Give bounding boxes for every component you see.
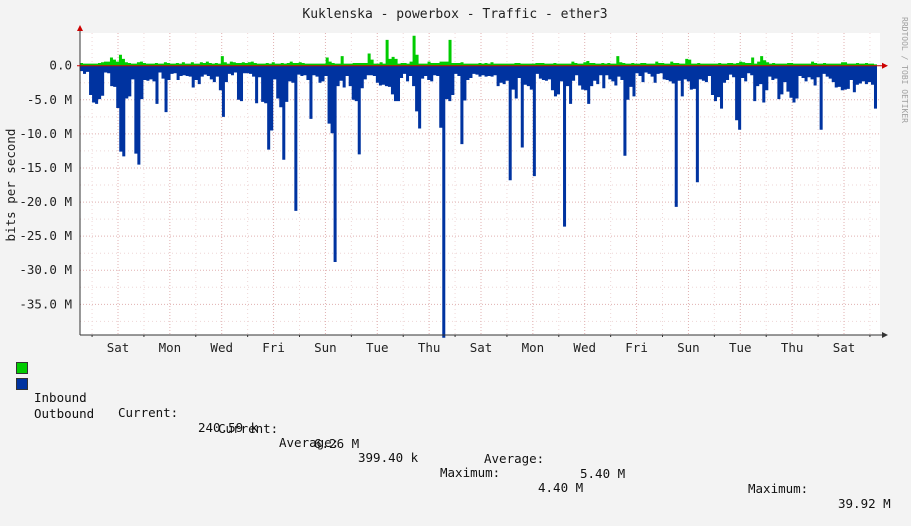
x-tick-label: Wed <box>210 340 233 355</box>
legend-inbound-maximum-value: 4.40 M <box>538 480 584 495</box>
chart-title: Kuklenska - powerbox - Traffic - ether3 <box>302 7 607 22</box>
y-tick-label: -35.0 M <box>19 296 72 311</box>
x-tick-label: Mon <box>159 340 182 355</box>
x-tick-label: Thu <box>418 340 441 355</box>
legend-row-inbound: Inbound Current: 240.59 k Average: 399.4… <box>16 360 583 495</box>
y-tick-label: -20.0 M <box>19 194 72 209</box>
x-tick-label: Sat <box>470 340 493 355</box>
legend-row-outbound: Outbound Current: 6.26 M Average: 5.40 M… <box>16 376 891 511</box>
y-tick-label: -10.0 M <box>19 126 72 141</box>
x-axis-arrow-bottom <box>882 332 888 338</box>
outbound-swatch <box>16 378 28 390</box>
y-tick-label: -30.0 M <box>19 262 72 277</box>
legend-outbound-current-value: 6.26 M <box>314 436 360 451</box>
x-tick-label: Sat <box>107 340 130 355</box>
x-tick-label: Thu <box>781 340 804 355</box>
x-tick-label: Sun <box>677 340 700 355</box>
x-tick-label: Mon <box>522 340 545 355</box>
rrd-graph: Kuklenska - powerbox - Traffic - ether3 … <box>0 7 911 511</box>
x-tick-label: Sat <box>833 340 856 355</box>
legend-inbound-current-label: Current: <box>118 405 179 420</box>
plot-area <box>80 33 880 335</box>
x-tick-label: Tue <box>366 340 389 355</box>
x-tick-label: Tue <box>729 340 752 355</box>
y-axis-label: bits per second <box>3 129 18 242</box>
x-tick-label: Wed <box>573 340 596 355</box>
traffic-chart: Kuklenska - powerbox - Traffic - ether3 … <box>3 7 909 355</box>
legend-outbound-average-value: 5.40 M <box>580 466 626 481</box>
x-tick-label: Fri <box>262 340 285 355</box>
legend-outbound-current-label: Current: <box>218 421 279 436</box>
y-axis-arrow <box>77 25 83 31</box>
inbound-swatch <box>16 362 28 374</box>
y-tick-label: -15.0 M <box>19 160 72 175</box>
y-tick-label: -5.0 M <box>27 92 72 107</box>
y-tick-label: 0.0 <box>49 58 72 73</box>
legend-inbound-average-value: 399.40 k <box>358 450 419 465</box>
x-tick-label: Sun <box>314 340 337 355</box>
outbound-area <box>80 65 877 338</box>
legend-outbound-maximum-value: 39.92 M <box>838 496 891 511</box>
legend-outbound-name: Outbound <box>34 406 95 421</box>
x-tick-label: Fri <box>625 340 648 355</box>
x-axis-arrow <box>882 62 888 69</box>
legend-outbound-maximum-label: Maximum: <box>748 481 809 496</box>
legend-inbound-maximum-label: Maximum: <box>440 465 501 480</box>
watermark: RRDTOOL / TOBI OETIKER <box>900 17 909 123</box>
legend-outbound-average-label: Average: <box>484 451 545 466</box>
y-tick-label: -25.0 M <box>19 228 72 243</box>
legend: Inbound Current: 240.59 k Average: 399.4… <box>0 358 911 511</box>
